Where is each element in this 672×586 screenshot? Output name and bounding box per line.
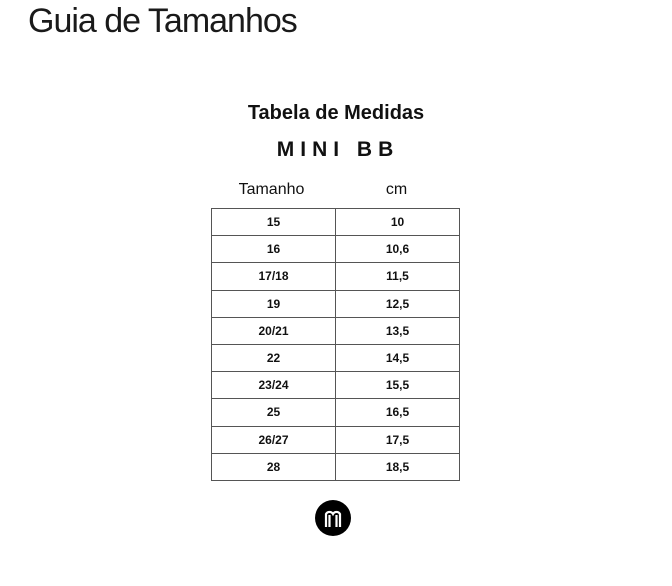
table-row: 22 14,5 [211,343,460,373]
size-cell: 15 [211,207,336,237]
cm-cell: 15,5 [335,371,460,400]
table-row: 23/24 15,5 [211,371,460,400]
size-cell: 22 [211,343,336,373]
cm-cell: 17,5 [335,425,460,454]
cm-cell: 10 [335,207,460,237]
size-cell: 20/21 [211,316,336,345]
size-cell: 23/24 [211,371,336,400]
table-row: 17/18 11,5 [211,262,460,291]
cm-cell: 12,5 [335,289,460,318]
column-header-size: Tamanho [238,181,305,198]
brand-logo [315,500,351,536]
table-row: 28 18,5 [211,452,460,481]
logo-m-icon [324,510,342,527]
table-row: 15 10 [211,207,460,237]
column-header-cm: cm [385,181,408,198]
table-row: 25 16,5 [211,398,460,427]
cm-cell: 18,5 [335,452,460,481]
size-cell: 26/27 [211,425,336,454]
size-cell: 16 [211,235,336,264]
cm-cell: 10,6 [335,235,460,264]
cm-cell: 11,5 [335,262,460,291]
cm-cell: 13,5 [335,316,460,345]
table-row: 16 10,6 [211,235,460,264]
table-row: 26/27 17,5 [211,425,460,454]
size-cell: 28 [211,452,336,481]
cm-cell: 14,5 [335,343,460,373]
size-cell: 19 [211,289,336,318]
size-table: 15 10 16 10,6 17/18 11,5 19 12,5 20/21 13,5 22 14,5… [211,207,460,481]
cm-cell: 16,5 [335,398,460,427]
table-row: 20/21 13,5 [211,316,460,345]
table-title: Tabela de Medidas [247,102,425,124]
table-row: 19 12,5 [211,289,460,318]
table-subtitle: MINI BB [276,138,400,161]
size-cell: 17/18 [211,262,336,291]
size-cell: 25 [211,398,336,427]
page-title: Guia de Tamanhos [28,2,298,40]
